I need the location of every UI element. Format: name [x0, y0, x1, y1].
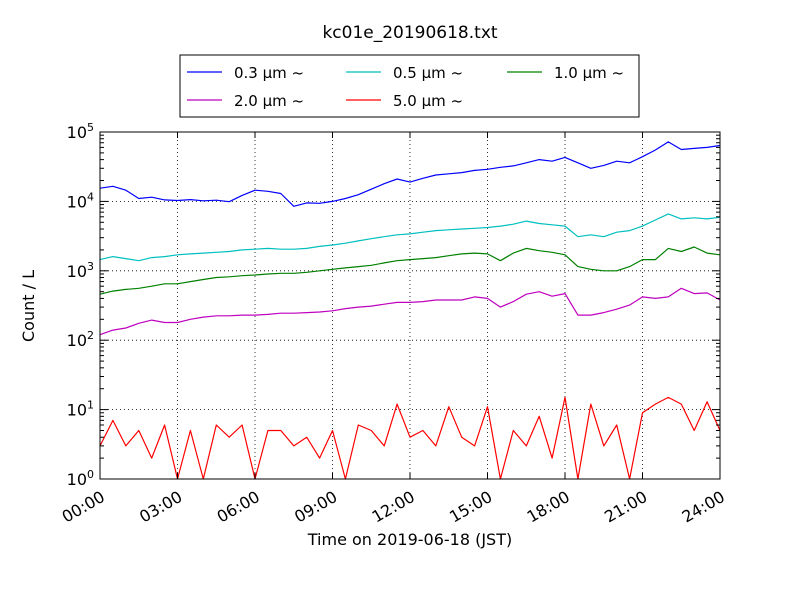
legend-box — [179, 54, 640, 118]
y-tick-label: 103 — [67, 260, 94, 281]
series-lines — [99, 141, 721, 480]
legend-label: 1.0 μm ~ — [554, 64, 624, 82]
series-line-1 — [99, 141, 721, 207]
legend-label: 2.0 μm ~ — [234, 92, 304, 110]
legend-label: 0.3 μm ~ — [234, 64, 304, 82]
y-tick-label: 104 — [67, 190, 94, 211]
legend: 0.3 μm ~ 0.5 μm ~ 1.0 μm ~ 2.0 μm ~ 5.0 μm ~ — [179, 54, 640, 118]
series-line-2 — [99, 213, 721, 262]
y-tick-label: 100 — [67, 468, 94, 489]
axis-ticks — [99, 131, 721, 480]
y-tick-label: 101 — [67, 399, 94, 420]
legend-label: 5.0 μm ~ — [393, 92, 463, 110]
x-axis-label: Time on 2019-06-18 (JST) — [307, 530, 512, 549]
series-line-3 — [99, 246, 721, 295]
chart-title: kc01e_20190618.txt — [322, 23, 497, 43]
y-tick-label: 105 — [67, 121, 94, 142]
y-tick-labels: 100 101 102 103 104 105 — [67, 121, 94, 489]
series-line-4 — [99, 287, 721, 336]
y-axis-label: Count / L — [19, 270, 38, 342]
legend-label: 0.5 μm ~ — [393, 64, 463, 82]
y-tick-label: 102 — [67, 329, 94, 350]
